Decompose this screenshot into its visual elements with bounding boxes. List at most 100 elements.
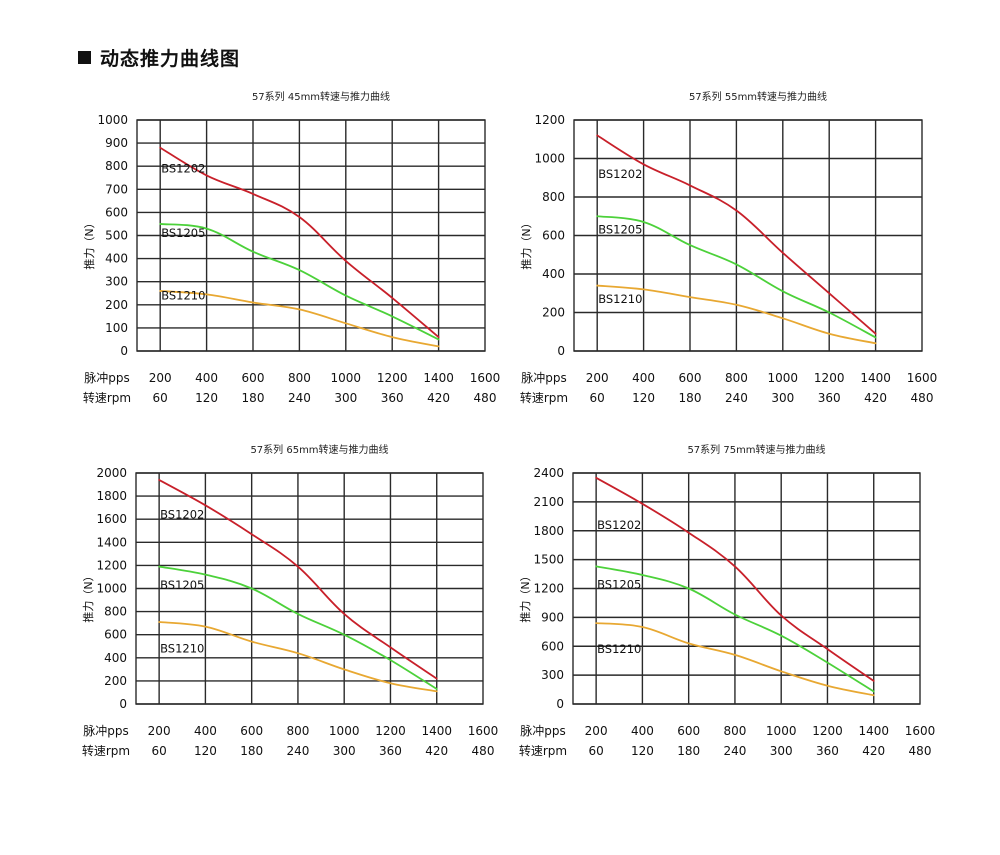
x-tick-rpm: 420 [862, 744, 885, 758]
y-tick-label: 2100 [533, 495, 564, 509]
y-tick-label: 1800 [96, 489, 127, 503]
x-tick-rpm: 120 [194, 744, 217, 758]
series-label-bs1205: BS1205 [161, 226, 205, 240]
series-label-bs1210: BS1210 [597, 642, 641, 656]
series-label-bs1205: BS1205 [160, 578, 204, 592]
series-label-bs1205: BS1205 [598, 223, 642, 237]
x-tick-rpm: 420 [425, 744, 448, 758]
x-axis-label-rpm: 转速rpm [83, 390, 131, 405]
x-tick-pps: 1000 [768, 371, 799, 385]
x-tick-rpm: 420 [864, 391, 887, 405]
x-tick-rpm: 180 [677, 744, 700, 758]
y-tick-label: 1800 [533, 524, 564, 538]
x-tick-pps: 200 [149, 371, 172, 385]
y-tick-label: 1400 [96, 535, 127, 549]
y-tick-label: 500 [105, 229, 128, 243]
chart-title: 57系列 75mm转速与推力曲线 [687, 443, 825, 456]
y-tick-label: 1200 [534, 113, 565, 127]
x-axis-label-pps: 脉冲pps [521, 370, 567, 385]
chart-title: 57系列 55mm转速与推力曲线 [689, 90, 827, 103]
series-label-bs1202: BS1202 [161, 162, 205, 176]
series-line-bs1205 [159, 223, 440, 341]
x-tick-rpm: 180 [679, 391, 702, 405]
x-axis-label-pps: 脉冲pps [520, 723, 566, 738]
series-label-bs1210: BS1210 [598, 292, 642, 306]
x-tick-pps: 1000 [331, 371, 362, 385]
y-axis-label: 推力（N） [81, 570, 95, 622]
series-label-bs1210: BS1210 [161, 289, 205, 303]
x-tick-rpm: 120 [631, 744, 654, 758]
x-tick-rpm: 300 [334, 391, 357, 405]
x-tick-rpm: 120 [632, 391, 655, 405]
series-line-bs1205 [595, 565, 875, 693]
series-label-bs1205: BS1205 [597, 578, 641, 592]
x-tick-rpm: 360 [381, 391, 404, 405]
y-tick-label: 0 [119, 697, 127, 711]
x-tick-pps: 400 [194, 724, 217, 738]
series-line-bs1202 [595, 476, 875, 682]
series-line-bs1202 [159, 146, 440, 338]
x-tick-pps: 1600 [468, 724, 499, 738]
x-tick-pps: 1400 [421, 724, 452, 738]
y-tick-label: 2400 [533, 466, 564, 480]
chart-title: 57系列 65mm转速与推力曲线 [250, 443, 388, 456]
x-tick-pps: 800 [725, 371, 748, 385]
y-tick-label: 300 [541, 668, 564, 682]
x-axis-label-rpm: 转速rpm [82, 743, 130, 758]
series-line-bs1205 [158, 565, 438, 690]
x-tick-pps: 600 [679, 371, 702, 385]
y-tick-label: 1200 [533, 582, 564, 596]
x-tick-pps: 200 [148, 724, 171, 738]
x-tick-rpm: 240 [286, 744, 309, 758]
x-tick-pps: 1400 [423, 371, 454, 385]
chart-title: 57系列 45mm转速与推力曲线 [252, 90, 390, 103]
y-tick-label: 400 [105, 252, 128, 266]
x-tick-pps: 1000 [329, 724, 360, 738]
x-tick-pps: 200 [585, 724, 608, 738]
x-axis-label-pps: 脉冲pps [84, 370, 130, 385]
x-tick-pps: 400 [631, 724, 654, 738]
y-tick-label: 200 [542, 306, 565, 320]
page-title-text: 动态推力曲线图 [100, 48, 241, 70]
x-tick-rpm: 240 [723, 744, 746, 758]
x-axis-label-pps: 脉冲pps [83, 723, 129, 738]
x-tick-rpm: 300 [770, 744, 793, 758]
y-tick-label: 700 [105, 182, 128, 196]
y-tick-label: 600 [104, 628, 127, 642]
y-tick-label: 600 [105, 205, 128, 219]
x-tick-pps: 1600 [905, 724, 936, 738]
y-tick-label: 1200 [96, 558, 127, 572]
y-tick-label: 100 [105, 321, 128, 335]
y-tick-label: 800 [105, 159, 128, 173]
series-line-bs1202 [158, 479, 438, 680]
y-tick-label: 200 [104, 674, 127, 688]
plot-frame [573, 119, 923, 352]
x-tick-rpm: 60 [153, 391, 168, 405]
x-tick-pps: 400 [632, 371, 655, 385]
y-tick-label: 400 [104, 651, 127, 665]
x-tick-rpm: 180 [240, 744, 263, 758]
x-tick-pps: 600 [240, 724, 263, 738]
x-tick-rpm: 60 [590, 391, 605, 405]
y-tick-label: 900 [105, 136, 128, 150]
y-tick-label: 1600 [96, 512, 127, 526]
y-tick-label: 200 [105, 298, 128, 312]
x-tick-pps: 1200 [375, 724, 406, 738]
x-axis-label-rpm: 转速rpm [519, 743, 567, 758]
x-tick-rpm: 300 [333, 744, 356, 758]
y-tick-label: 400 [542, 267, 565, 281]
x-tick-rpm: 420 [427, 391, 450, 405]
x-tick-pps: 1000 [766, 724, 797, 738]
y-tick-label: 900 [541, 610, 564, 624]
x-tick-rpm: 480 [474, 391, 497, 405]
x-tick-pps: 1600 [907, 371, 938, 385]
x-tick-rpm: 480 [911, 391, 934, 405]
y-tick-label: 1000 [96, 582, 127, 596]
x-tick-rpm: 240 [725, 391, 748, 405]
y-tick-label: 2000 [96, 466, 127, 480]
x-tick-rpm: 60 [151, 744, 166, 758]
